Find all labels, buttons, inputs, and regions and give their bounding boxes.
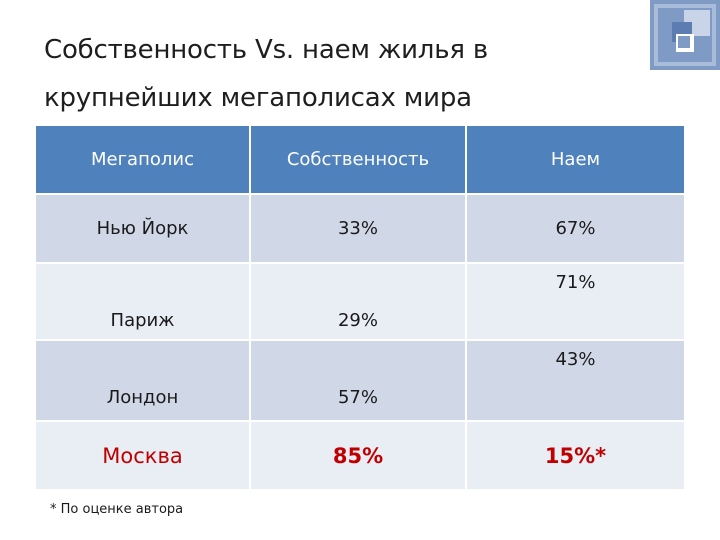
cell-rent: 15%* <box>466 420 684 489</box>
title-line-2: крупнейших мегаполисах мира <box>44 83 472 113</box>
header-city: Мегаполис <box>36 126 251 194</box>
cell-city: Нью Йорк <box>36 193 251 263</box>
cell-city: Лондон <box>36 339 251 421</box>
cell-rent: 67% <box>466 193 684 263</box>
cell-ownership: 85% <box>250 420 467 489</box>
cell-rent: 43% <box>466 339 684 421</box>
table-row-highlighted: Москва 85% 15%* <box>36 420 684 489</box>
table-row: Лондон 57% 43% <box>36 339 684 421</box>
slide-title: Собственность Vs. наем жилья в крупнейши… <box>44 26 604 122</box>
header-rent: Наем <box>466 126 684 194</box>
cell-ownership: 29% <box>250 262 467 340</box>
title-line-1: Собственность Vs. наем жилья в <box>44 35 488 65</box>
table-row: Нью Йорк 33% 67% <box>36 193 684 263</box>
table-row: Париж 29% 71% <box>36 262 684 340</box>
squares-logo-icon <box>650 0 720 70</box>
cell-city: Москва <box>36 420 251 489</box>
cell-ownership: 57% <box>250 339 467 421</box>
cell-rent: 71% <box>466 262 684 340</box>
cell-city: Париж <box>36 262 251 340</box>
cell-ownership: 33% <box>250 193 467 263</box>
table-header-row: Мегаполис Собственность Наем <box>36 126 684 194</box>
header-ownership: Собственность <box>250 126 467 194</box>
footnote: * По оценке автора <box>50 502 184 517</box>
comparison-table: Мегаполис Собственность Наем Нью Йорк 33… <box>36 126 684 489</box>
